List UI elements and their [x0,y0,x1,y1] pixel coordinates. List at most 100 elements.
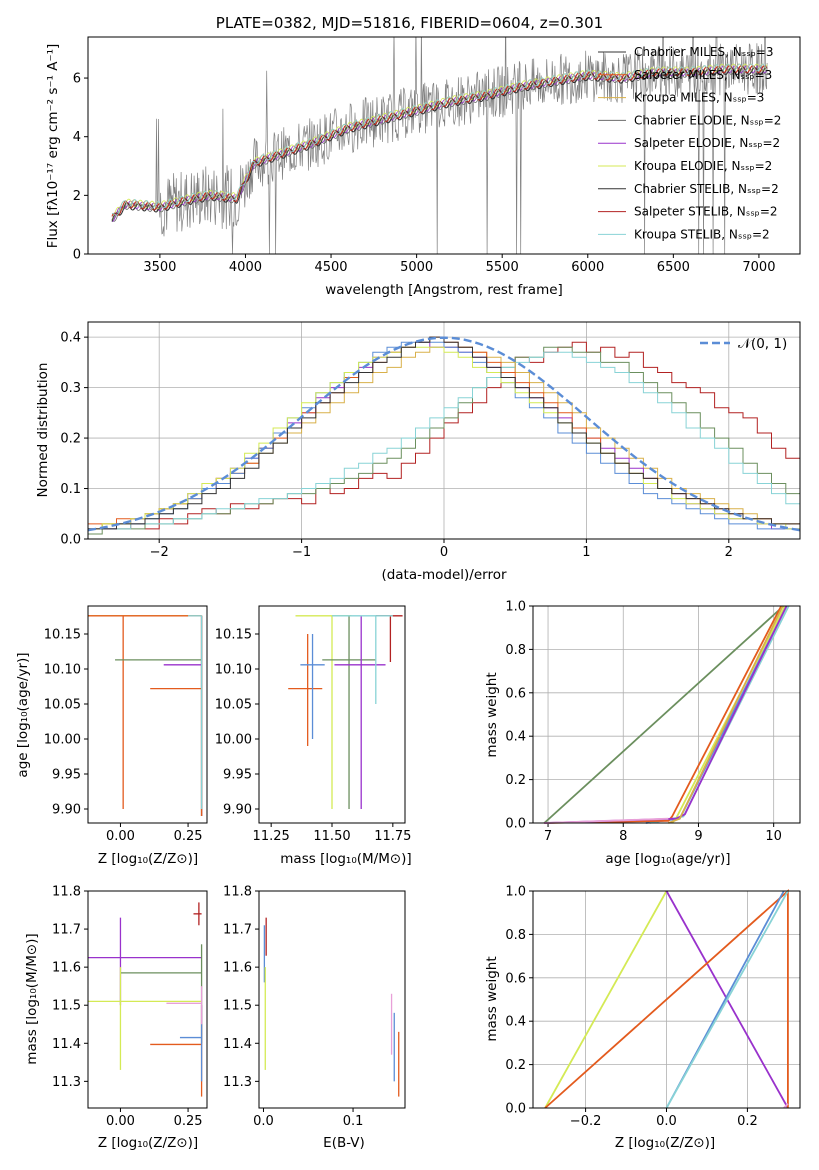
hist-step-line [88,351,800,530]
age_vs_Z-ytick-label: 10.05 [44,698,81,713]
mass_vs_Z-ytick-label: 11.4 [52,1037,81,1052]
hist-series-group [87,336,801,535]
age_vs_mass-ytick-label: 9.95 [223,768,252,783]
hist-xtick-label: 1 [582,545,590,560]
hist-ytick-label: 0.0 [60,533,81,548]
legend-entry: Chabrier STELIB, Nₛₛₚ=2 [634,182,779,196]
legend-entry: Salpeter MILES, Nₛₛₚ=3 [634,68,772,82]
cdf_age-xtick-label: 9 [694,829,702,844]
legend-entry: Chabrier MILES, Nₛₛₚ=3 [634,45,774,59]
cdf_Z-ytick-label: 1.0 [505,885,526,900]
cdf_Z-ytick-label: 0.2 [505,1058,526,1073]
spectrum-series-group [111,37,768,254]
cdf_Z-ytick-label: 0.8 [505,928,526,943]
spectrum-xtick-label: 7000 [742,260,775,275]
legend-entry: Salpeter ELODIE, Nₛₛₚ=2 [634,136,780,150]
cdf_age-ytick-label: 0.2 [505,773,526,788]
age_vs_Z-ytick-label: 9.90 [52,803,81,818]
hist-xtick-label: −1 [292,545,311,560]
mass_vs_Z-series-group [88,902,203,1097]
chart-title: PLATE=0382, MJD=51816, FIBERID=0604, z=0… [216,14,603,32]
cdf_Z-ytick-label: 0.0 [505,1102,526,1117]
cdf_Z-xtick-label: −0.2 [570,1114,602,1129]
age_vs_Z-xtick-label: 0.00 [106,829,135,844]
cdf-line [543,605,785,824]
spectrum-ylabel: Flux [fλ10⁻¹⁷ erg cm⁻² s⁻¹ A⁻¹] [45,44,61,249]
age_vs_Z-ytick-label: 10.10 [44,663,81,678]
mass_vs_ebv-ytick-label: 11.3 [223,1075,252,1090]
age_vs_mass-ytick-label: 10.10 [215,663,252,678]
cdf_Z-xlabel: Z [log₁₀(Z/Z⊙)] [615,1135,715,1151]
cdf-line [544,890,668,1109]
mass_vs_ebv-xtick-label: 0.0 [253,1114,274,1129]
cdf-line [783,1103,789,1109]
spectrum-model-line [111,67,768,222]
cdf_age-ytick-label: 0.6 [505,686,526,701]
mass_vs_Z-xtick-label: 0.25 [174,1114,203,1129]
hist-step-line [88,346,800,535]
hist-step-line [88,336,800,530]
age_vs_Z-series-group [88,615,203,816]
hist-xtick-label: 2 [725,545,733,560]
spectrum-ytick-label: 0 [73,248,81,263]
spectrum-xtick-label: 6500 [657,260,690,275]
cdf-line [544,817,669,824]
age_vs_mass-xlabel: mass [log₁₀(M/M⊙)] [280,851,411,867]
mass_vs_Z-ytick-label: 11.7 [52,923,81,938]
mass_vs_Z-xtick-label: 0.00 [106,1114,135,1129]
legend-entry: Salpeter STELIB, Nₛₛₚ=2 [634,205,778,219]
age_vs_mass-xtick-label: 11.50 [313,829,350,844]
spectrum-ytick-label: 2 [73,189,81,204]
cdf_age-xlabel: age [log₁₀(age/yr)] [605,851,730,867]
hist-ytick-label: 0.2 [60,432,81,447]
hist-ytick-label: 0.4 [60,331,81,346]
mass_vs_Z-ytick-label: 11.6 [52,961,81,976]
cdf-line [671,605,786,824]
mass_vs_Z-xlabel: Z [log₁₀(Z/Z⊙)] [98,1135,198,1151]
mass_vs_ebv-ytick-label: 11.7 [223,923,252,938]
mass_vs_Z-frame [87,890,208,1109]
mass_vs_ebv-frame [258,890,406,1109]
cdf_Z-ytick-label: 0.4 [505,1015,526,1030]
cdf_age-ytick-label: 0.0 [505,817,526,832]
spectrum-data-line [111,37,768,254]
legend-entry: Chabrier ELODIE, Nₛₛₚ=2 [634,113,781,127]
legend-entry: Kroupa STELIB, Nₛₛₚ=2 [634,227,770,241]
cdf_Z-xtick-label: 0.0 [656,1114,677,1129]
spectrum-xtick-label: 3500 [143,260,176,275]
hist-frame [87,321,801,540]
age_vs_mass-ytick-label: 10.00 [215,733,252,748]
mass_vs_Z-ylabel: mass [log₁₀(M/M⊙)] [24,933,40,1064]
cdf_age-ytick-label: 1.0 [505,600,526,615]
hist-legend-entry: 𝒩(0, 1) [738,336,787,352]
cdf_age-series-group [543,605,790,824]
age_vs_Z-xlabel: Z [log₁₀(Z/Z⊙)] [98,851,198,867]
spectrum-ytick-label: 4 [73,130,81,145]
mass_vs_ebv-ytick-label: 11.6 [223,961,252,976]
age_vs_mass-series-group [288,615,403,809]
gaussian-reference-line [87,336,801,532]
spectrum-model-line [111,67,768,222]
hist-ytick-label: 0.3 [60,381,81,396]
cdf_age-xtick-label: 10 [765,829,782,844]
cdf_Z-ylabel: mass weight [484,956,500,1041]
age_vs_Z-ytick-label: 10.15 [44,628,81,643]
cdf_Z-xtick-label: 0.2 [737,1114,758,1129]
spectrum-xlabel: wavelength [Angstrom, rest frame] [325,282,563,298]
legend-entry: Kroupa ELODIE, Nₛₛₚ=2 [634,159,772,173]
age_vs_mass-ytick-label: 10.05 [215,698,252,713]
cdf_age-ylabel: mass weight [484,672,500,757]
hist-ylabel: Normed distribution [35,363,51,498]
age_vs_Z-frame [87,605,208,824]
cdf-line [645,605,788,824]
age_vs_mass-ytick-label: 9.90 [223,803,252,818]
hist-xlabel: (data-model)/error [381,567,507,583]
spectrum-xtick-label: 4000 [229,260,262,275]
legend-entry: Kroupa MILES, Nₛₛₚ=3 [634,91,764,105]
age_vs_Z-ytick-label: 9.95 [52,768,81,783]
hist-xtick-label: 0 [440,545,448,560]
age_vs_mass-ytick-label: 10.15 [215,628,252,643]
spectrum-xtick-label: 5000 [400,260,433,275]
mass_vs_ebv-ytick-label: 11.4 [223,1037,252,1052]
